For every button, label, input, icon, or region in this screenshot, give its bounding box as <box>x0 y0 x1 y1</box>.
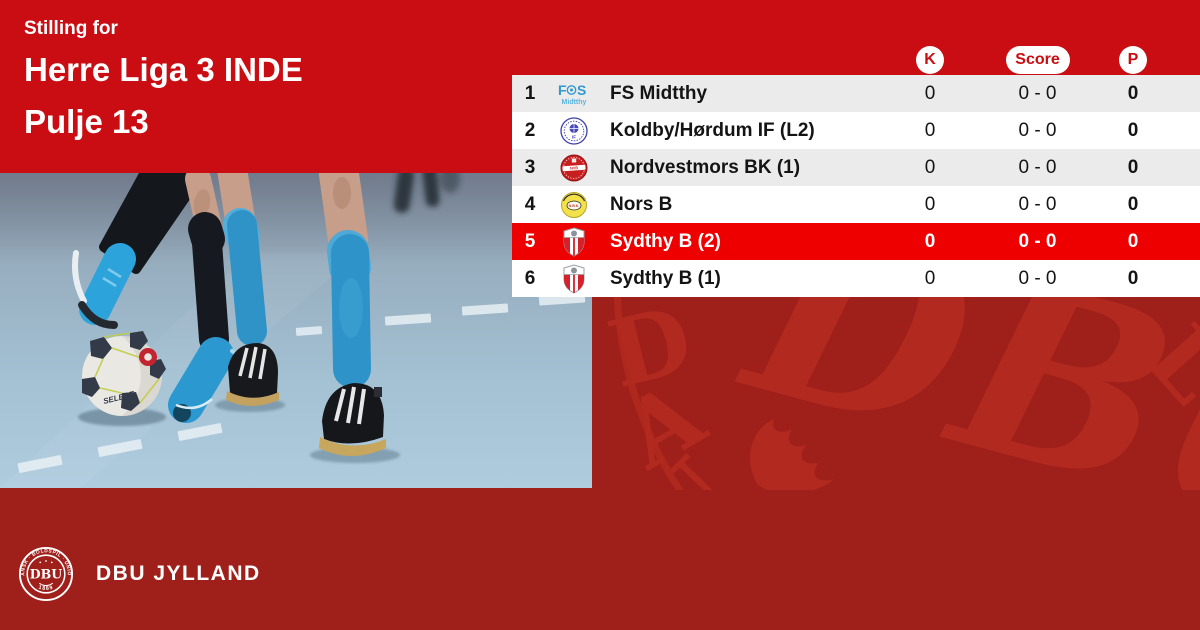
dbu-crest-logo: DANSK · BOLDSPIL · UNION 1889 DBU <box>18 546 74 602</box>
svg-text:Midtthy: Midtthy <box>562 99 587 106</box>
points-value: 0 <box>1127 230 1139 252</box>
table-row: 1 F S Midtthy FS Midtthy 0 0 - 0 0 <box>512 75 1200 112</box>
player-leg-right <box>310 173 400 463</box>
player-leg-center <box>168 173 285 423</box>
player-leg-black-sock <box>72 173 208 329</box>
football: SELECT <box>82 331 166 416</box>
score-value: 0 - 0 <box>1018 119 1057 141</box>
background-players-blur <box>393 173 460 213</box>
position-number: 3 <box>524 156 536 178</box>
crest-center-text: DBU <box>30 566 62 581</box>
matches-value: 0 <box>924 193 936 215</box>
points-value: 0 <box>1127 119 1139 141</box>
column-header-k: K <box>916 46 944 74</box>
team-name: Koldby/Hørdum IF (L2) <box>610 119 815 141</box>
team-logo-nors-b: N.B.K. <box>548 191 600 219</box>
position-number: 2 <box>524 119 536 141</box>
points-value: 0 <box>1127 82 1139 104</box>
heading-eyebrow: Stilling for <box>24 18 118 39</box>
svg-text:N.B.K.: N.B.K. <box>569 204 580 208</box>
fs-midtthy-crest-icon: F S Midtthy <box>558 82 587 106</box>
matches-value: 0 <box>924 82 936 104</box>
table-row: 4 N.B.K. Nors B 0 0 - 0 0 <box>512 186 1200 223</box>
svg-text:S: S <box>577 82 586 98</box>
sydthy-crest-icon <box>563 263 585 294</box>
team-name: Sydthy B (1) <box>610 267 721 289</box>
nors-b-crest-icon: N.B.K. <box>561 191 587 218</box>
team-logo-fs-midtthy: F S Midtthy <box>548 81 600 107</box>
nordvestmors-crest-icon: NVB <box>560 154 588 181</box>
page-title-line2: Pulje 13 <box>24 103 149 140</box>
table-row: 6 Sydthy B (1) 0 0 - 0 0 <box>512 260 1200 297</box>
team-logo-nordvestmors: NVB <box>548 154 600 182</box>
points-value: 0 <box>1127 156 1139 178</box>
standings-table: K Score P 1 F S Midtthy FS Midtthy 0 0 -… <box>512 45 1200 297</box>
position-number: 6 <box>524 267 536 289</box>
column-header-p: P <box>1119 46 1147 74</box>
table-row: 3 NVB Nordvestmors BK (1) 0 0 - 0 0 <box>512 149 1200 186</box>
score-value: 0 - 0 <box>1018 193 1057 215</box>
position-number: 5 <box>524 230 536 252</box>
footer-brand-bar: DANSK · BOLDSPIL · UNION 1889 DBU DBU JY… <box>18 546 261 602</box>
matches-value: 0 <box>924 267 936 289</box>
position-number: 1 <box>524 82 536 104</box>
team-name: FS Midtthy <box>610 82 708 104</box>
score-value: 0 - 0 <box>1018 82 1057 104</box>
team-name: Nordvestmors BK (1) <box>610 156 801 178</box>
team-logo-sydthy <box>548 226 600 257</box>
score-value: 0 - 0 <box>1018 267 1057 289</box>
table-row-highlighted: 5 Sydthy B (2) 0 0 - 0 0 <box>512 223 1200 260</box>
matches-value: 0 <box>924 156 936 178</box>
position-number: 4 <box>524 193 536 215</box>
score-value: 0 - 0 <box>1018 230 1057 252</box>
svg-text:1889: 1889 <box>38 585 55 592</box>
team-name: Sydthy B (2) <box>610 230 721 252</box>
sydthy-crest-icon <box>563 226 585 257</box>
table-row: 2 IF Koldby/Hørdum IF (L2) 0 0 - 0 0 <box>512 112 1200 149</box>
page-title-line1: Herre Liga 3 INDE <box>24 51 303 88</box>
team-logo-koldby-hordum: IF <box>548 116 600 145</box>
column-header-score: Score <box>1005 46 1070 74</box>
crest-year-text: 1889 <box>38 585 54 592</box>
page-heading: Stilling for Herre Liga 3 INDE Pulje 13 <box>24 14 303 148</box>
svg-text:IF: IF <box>572 134 576 139</box>
watermark-wing-shape <box>750 419 834 490</box>
futsal-photo: SELECT <box>0 173 592 488</box>
brand-name: DBU JYLLAND <box>96 562 261 585</box>
table-header-row: K Score P <box>512 45 1200 75</box>
points-value: 0 <box>1127 193 1139 215</box>
score-value: 0 - 0 <box>1018 156 1057 178</box>
team-logo-sydthy <box>548 263 600 294</box>
futsal-photo-illustration: SELECT <box>0 173 592 488</box>
svg-text:F: F <box>558 82 567 98</box>
svg-text:NVB: NVB <box>570 166 579 171</box>
matches-value: 0 <box>924 119 936 141</box>
points-value: 0 <box>1127 267 1139 289</box>
koldby-crest-icon: IF <box>560 116 588 145</box>
matches-value: 0 <box>924 230 936 252</box>
team-name: Nors B <box>610 193 673 215</box>
